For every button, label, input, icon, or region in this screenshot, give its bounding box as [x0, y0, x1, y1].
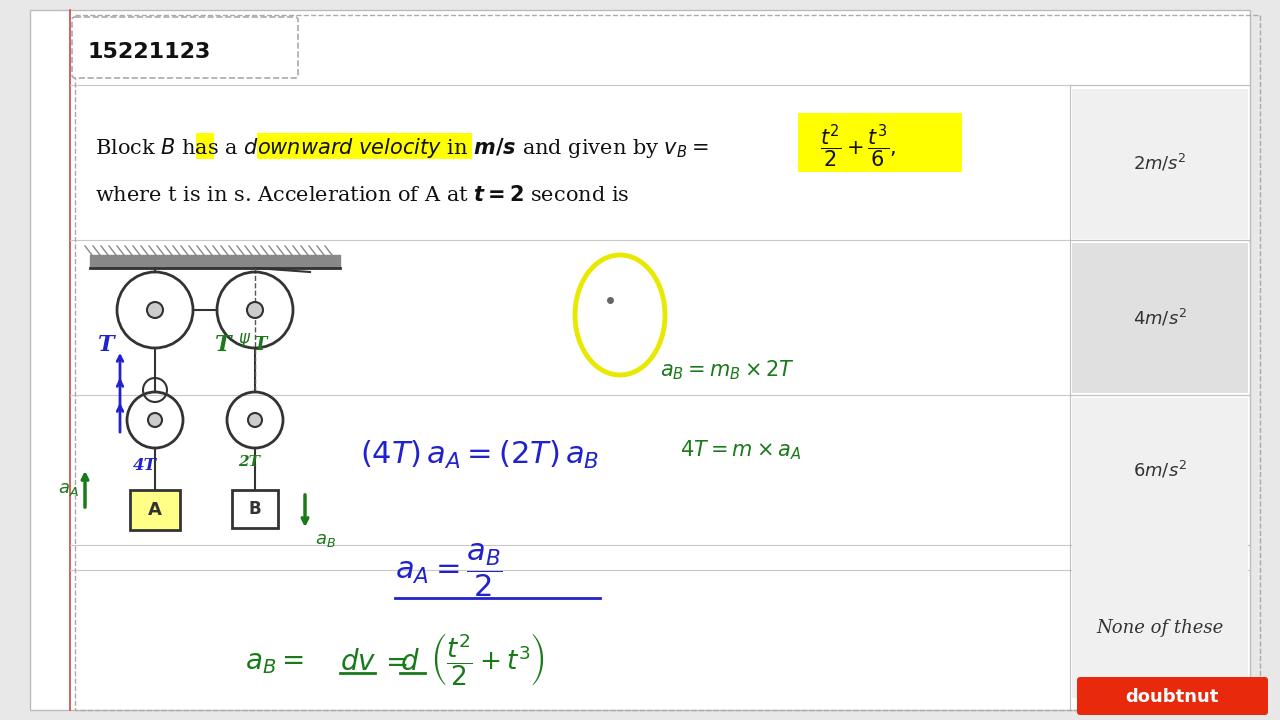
Text: $a_B=m_B\times 2T$: $a_B=m_B\times 2T$: [660, 358, 795, 382]
FancyBboxPatch shape: [232, 490, 278, 528]
Text: $=$: $=$: [380, 649, 408, 675]
Text: $a_B=$: $a_B=$: [244, 649, 303, 675]
Text: T: T: [99, 334, 114, 356]
Text: A: A: [148, 501, 163, 519]
Text: $a_A$: $a_A$: [58, 480, 79, 498]
FancyBboxPatch shape: [797, 113, 963, 172]
Text: $4m/s^2$: $4m/s^2$: [1133, 307, 1187, 328]
Text: $(4T)\,a_A=(2T)\,a_B$: $(4T)\,a_A=(2T)\,a_B$: [360, 439, 599, 471]
Text: $6m/s^2$: $6m/s^2$: [1133, 459, 1187, 480]
Text: $a_A = \dfrac{a_B}{2}$: $a_A = \dfrac{a_B}{2}$: [396, 541, 503, 599]
FancyBboxPatch shape: [72, 17, 298, 78]
FancyBboxPatch shape: [1073, 548, 1248, 698]
Text: $\left(\dfrac{t^2}{2}+t^3\right)$: $\left(\dfrac{t^2}{2}+t^3\right)$: [430, 631, 545, 688]
Circle shape: [148, 413, 163, 427]
Text: $4T=m\times a_{A}$: $4T=m\times a_{A}$: [680, 438, 801, 462]
Circle shape: [147, 302, 163, 318]
Text: 2T: 2T: [238, 455, 260, 469]
Text: B: B: [248, 500, 261, 518]
Text: T: T: [253, 336, 266, 354]
Circle shape: [247, 302, 262, 318]
Text: $d$: $d$: [399, 649, 420, 675]
Text: $\dfrac{t^2}{2}+\dfrac{t^3}{6},$: $\dfrac{t^2}{2}+\dfrac{t^3}{6},$: [820, 122, 896, 170]
FancyBboxPatch shape: [1073, 398, 1248, 548]
Text: $\psi$: $\psi$: [238, 331, 251, 349]
Text: $a_B$: $a_B$: [315, 531, 335, 549]
Text: 4T: 4T: [133, 456, 157, 474]
FancyBboxPatch shape: [29, 10, 1251, 710]
Text: where t is in s. Acceleration of A at $\boldsymbol{t=2}$ second is: where t is in s. Acceleration of A at $\…: [95, 185, 630, 205]
Text: T: T: [215, 334, 232, 356]
FancyBboxPatch shape: [131, 490, 180, 530]
Text: Block $\mathit{B}$ has a $\mathit{downward\ velocity}$ in $\boldsymbol{m/s}$ and: Block $\mathit{B}$ has a $\mathit{downwa…: [95, 136, 708, 160]
FancyBboxPatch shape: [1073, 243, 1248, 393]
Text: None of these: None of these: [1097, 619, 1224, 637]
Circle shape: [248, 413, 262, 427]
FancyBboxPatch shape: [257, 133, 472, 159]
Text: 15221123: 15221123: [87, 42, 210, 62]
FancyBboxPatch shape: [1076, 677, 1268, 715]
Text: $dv$: $dv$: [340, 649, 376, 675]
FancyBboxPatch shape: [1073, 89, 1248, 239]
FancyBboxPatch shape: [196, 133, 214, 159]
Text: doubtnut: doubtnut: [1125, 688, 1219, 706]
Text: $2m/s^2$: $2m/s^2$: [1133, 153, 1187, 174]
